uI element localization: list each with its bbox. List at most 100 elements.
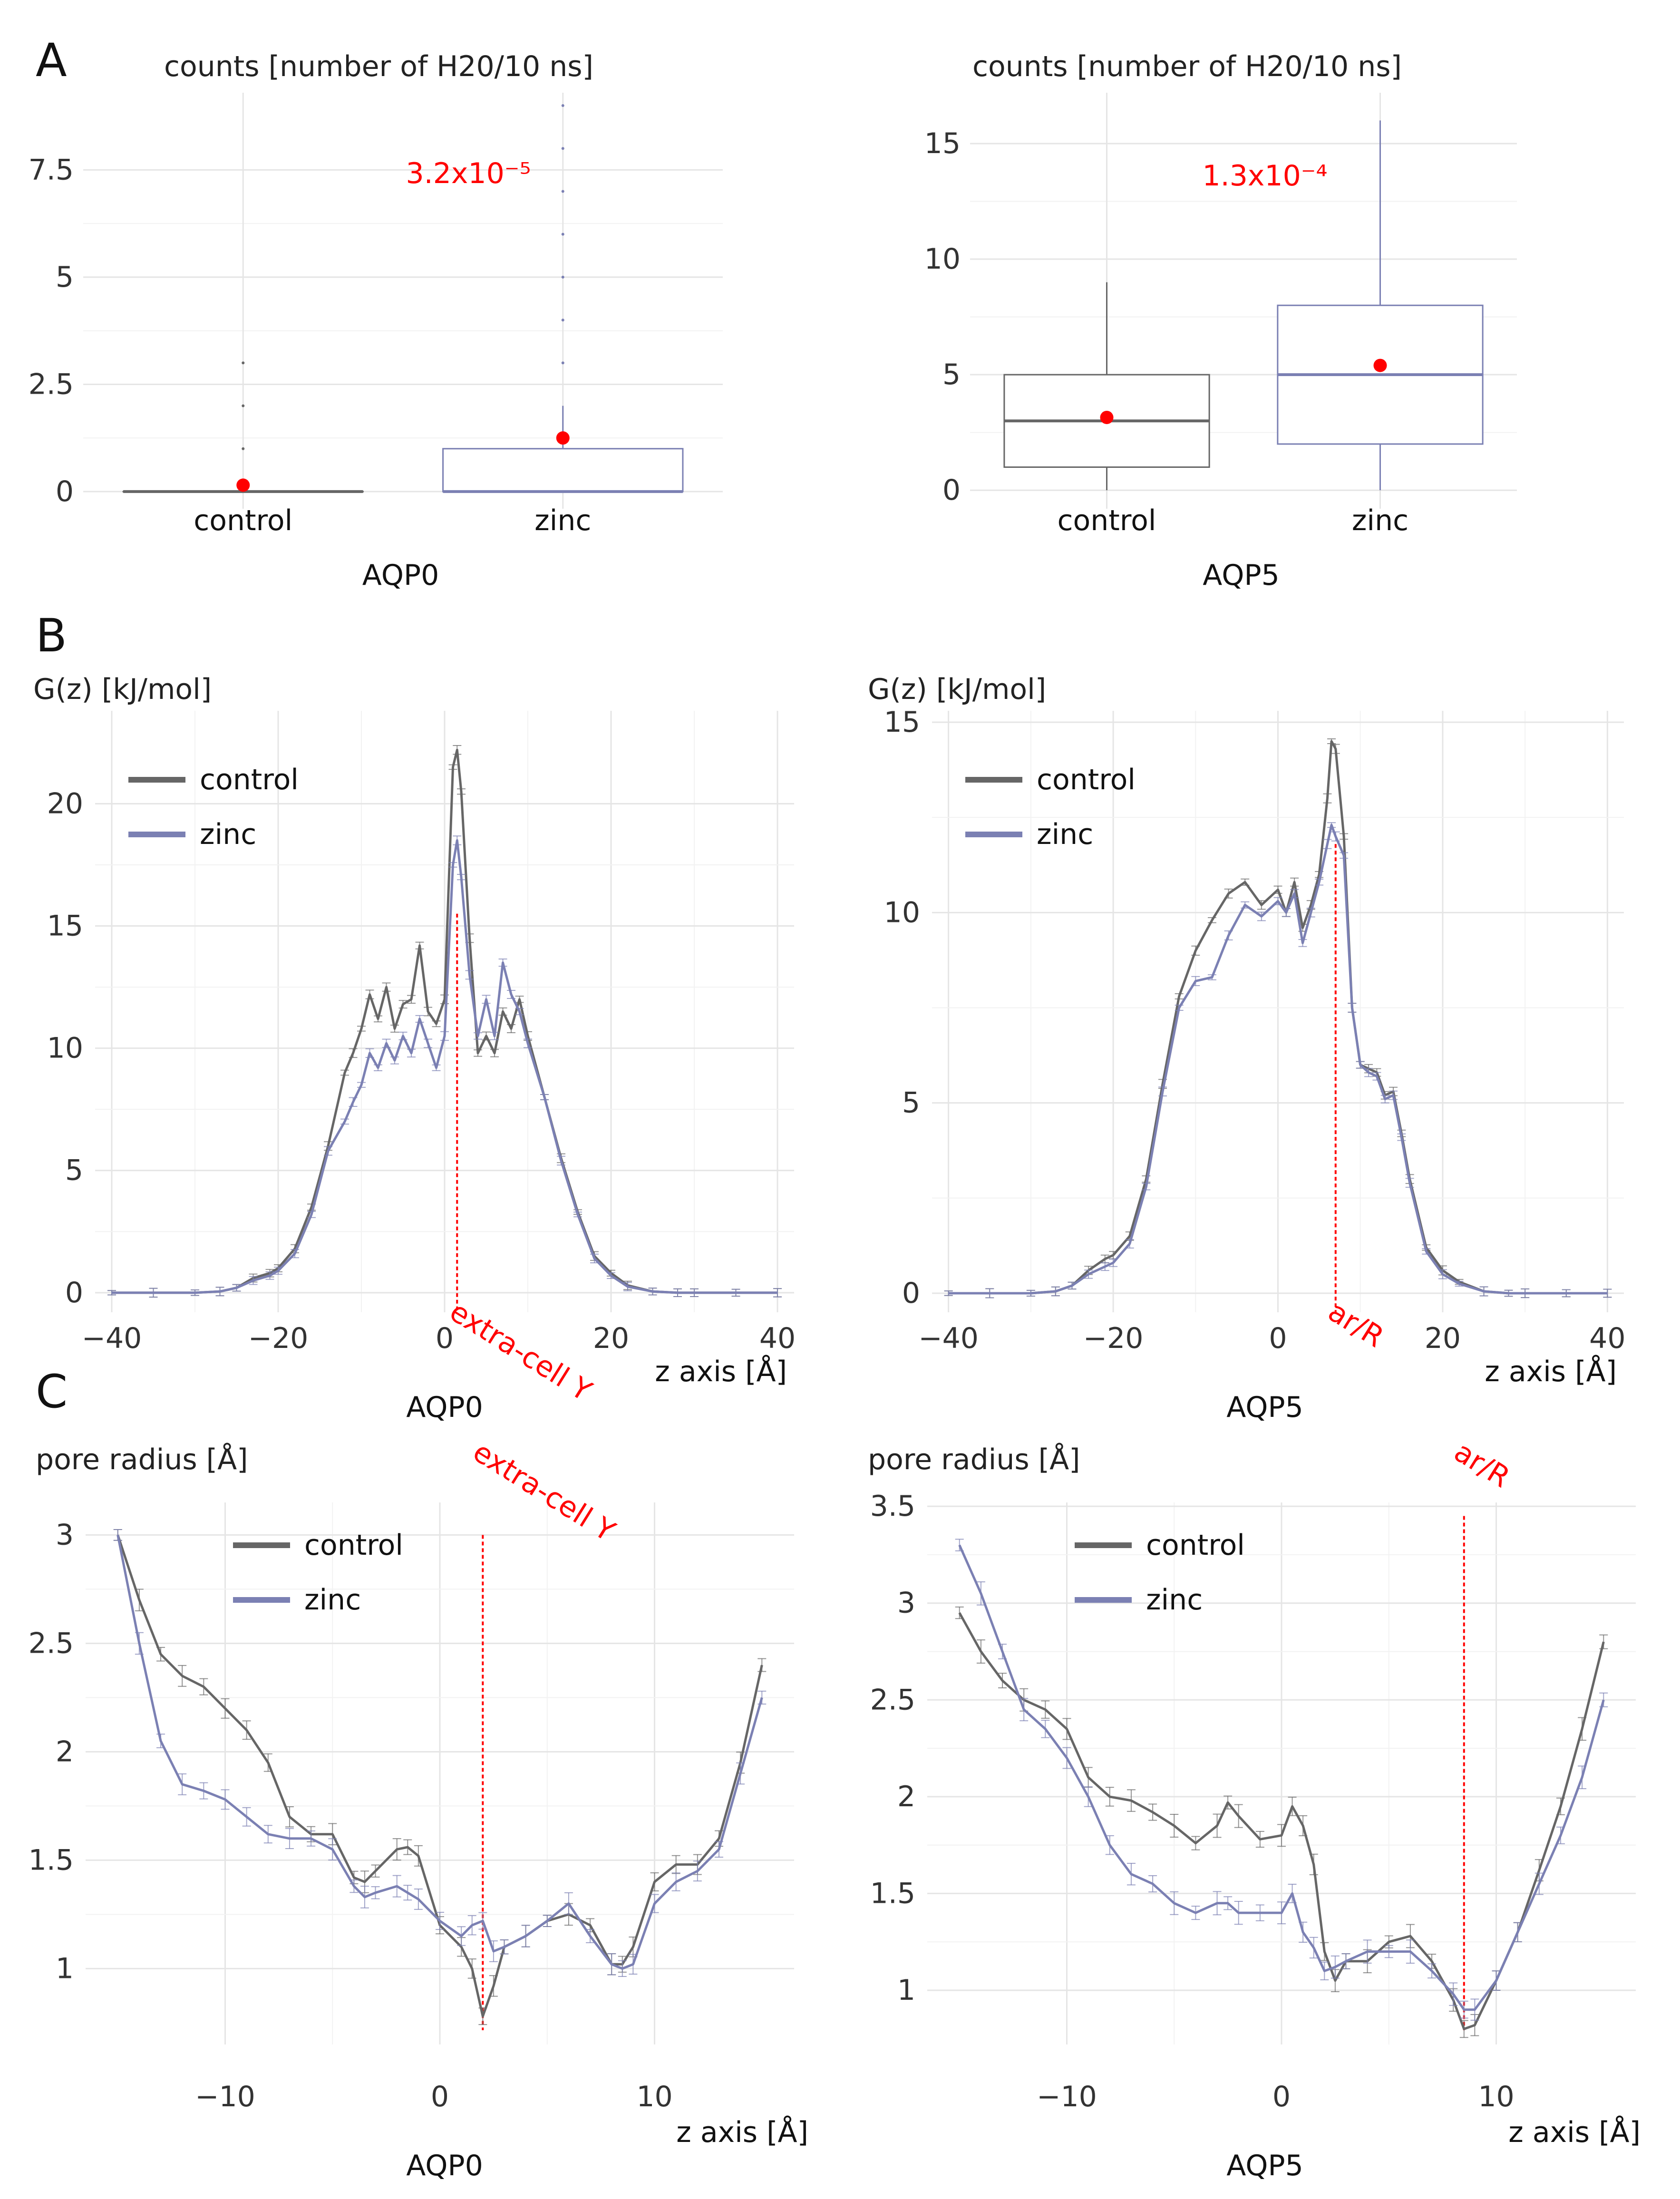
mean-point [1100,410,1114,424]
y-tick-label: 10 [47,1032,83,1065]
p-value-label: 1.3x10⁻⁴ [1203,159,1328,193]
y-tick-label: 5 [65,1154,83,1187]
marker-label: ar/R [1448,1435,1516,1494]
outlier-point [561,190,564,193]
panel-label-b: B [36,609,67,662]
series-line-control [958,1612,1605,2030]
y-tick-label: 2 [897,1780,915,1813]
y-tick-label: 15 [47,910,83,943]
series-line-control [117,1534,763,2018]
chart-c-aqp5: −10 0 10 1 1.5 2 2.5 3 3.5 pore radius [Å] control… [868,1435,1641,2182]
y-axis-title: G(z) [kJ/mol] [33,673,212,706]
chart-subtitle: AQP0 [406,2149,483,2182]
x-tick-label: 0 [1269,1322,1287,1355]
y-tick-label: 3 [897,1587,915,1620]
y-tick-label: 1.5 [870,1877,915,1910]
y-tick-label: 0 [56,475,74,508]
legend-label: zinc [1037,818,1093,851]
y-tick-label: 3 [56,1518,74,1551]
outlier-point [561,361,564,365]
chart-b-aqp0: −40 −20 0 20 40 0 5 10 15 20 G(z) [kJ/mol] control z… [33,673,796,1424]
outlier-point [561,104,564,107]
x-tick-label: 20 [593,1322,629,1355]
y-axis-title: G(z) [kJ/mol] [868,673,1046,706]
outlier-point [561,147,564,150]
outlier-point [561,319,564,322]
marker-label: ar/R [1322,1295,1390,1354]
legend-label: zinc [304,1583,361,1617]
outlier-point [242,404,245,407]
chart-a-aqp5: 0 5 10 15 counts [number of H20/10 ns] contro… [924,50,1517,592]
x-category-label: zinc [534,504,591,537]
chart-a-aqp0: 0 2.5 5 7.5 counts [number of H20/10 ns] cont… [29,50,723,592]
x-tick-label: 10 [1478,2080,1514,2113]
box-zinc [442,448,684,493]
chart-c-aqp0: −10 0 10 1 1.5 2 2.5 3 pore radius [Å] control zin… [29,1435,808,2182]
y-tick-label: 15 [924,127,961,160]
series-line-zinc [958,1544,1605,2011]
legend-label: control [200,763,299,796]
mean-point [236,478,250,492]
legend-label: zinc [200,818,256,851]
panel-label-a: A [36,34,67,87]
x-axis-title: AQP0 [362,559,439,592]
chart-b-aqp5: −40 −20 0 20 40 0 5 10 15G(z) [kJ/mol] control zin… [868,673,1626,1424]
marker-label: extra-cell Y [467,1435,621,1548]
x-tick-label: 0 [436,1322,454,1355]
legend-label: control [1037,763,1136,796]
y-tick-label: 2.5 [29,1627,74,1660]
y-tick-label: 20 [47,787,83,820]
p-value-label: 3.2x10⁻⁵ [406,157,531,190]
mean-point [1373,358,1387,372]
outlier-point [561,275,564,279]
outlier-point [242,447,245,450]
x-tick-label: 10 [636,2080,672,2113]
y-tick-label: 10 [884,896,920,929]
y-tick-label: 0 [65,1276,83,1309]
y-tick-label: 0 [902,1277,920,1310]
legend-label: control [1146,1529,1245,1562]
y-tick-label: 1.5 [29,1843,74,1877]
x-tick-label: −10 [195,2080,255,2113]
chart-subtitle: AQP0 [406,1391,483,1424]
y-tick-label: 5 [942,358,961,391]
x-tick-label: −20 [248,1322,309,1355]
x-axis-title: z axis [Å] [1508,2115,1641,2149]
y-axis-title: counts [number of H20/10 ns] [164,50,593,83]
y-tick-label: 10 [924,242,961,276]
chart-subtitle: AQP5 [1226,2149,1303,2182]
x-axis-title: z axis [Å] [1485,1355,1617,1388]
y-tick-label: 5 [56,261,74,294]
x-tick-label: 40 [759,1322,796,1355]
x-tick-label: 0 [431,2080,449,2113]
chart-subtitle: AQP5 [1226,1391,1303,1424]
x-tick-label: 20 [1425,1322,1461,1355]
legend-label: control [304,1529,403,1562]
outlier-point [242,361,245,365]
x-tick-label: 0 [1272,2080,1291,2113]
y-tick-label: 0 [942,474,961,507]
y-tick-label: 3.5 [870,1490,915,1523]
y-tick-label: 1 [56,1952,74,1985]
x-tick-label: 40 [1589,1322,1625,1355]
x-tick-label: −40 [918,1322,979,1355]
x-category-label: zinc [1352,504,1408,537]
y-axis-title: pore radius [Å] [868,1443,1080,1476]
y-tick-label: 2 [56,1735,74,1768]
legend-label: zinc [1146,1583,1203,1617]
y-tick-label: 2.5 [870,1683,915,1716]
y-tick-label: 5 [902,1086,920,1120]
x-tick-label: −10 [1037,2080,1097,2113]
panel-label-c: C [36,1365,68,1418]
y-tick-label: 2.5 [29,368,74,401]
mean-point [556,431,570,445]
outlier-point [561,232,564,236]
y-tick-label: 1 [897,1974,915,2007]
x-axis-title: z axis [Å] [676,2115,808,2149]
x-axis-title: AQP5 [1203,559,1280,592]
x-category-label: control [194,504,292,537]
y-axis-title: pore radius [Å] [36,1443,248,1476]
series-line-zinc [112,839,777,1294]
x-tick-label: −20 [1083,1322,1144,1355]
